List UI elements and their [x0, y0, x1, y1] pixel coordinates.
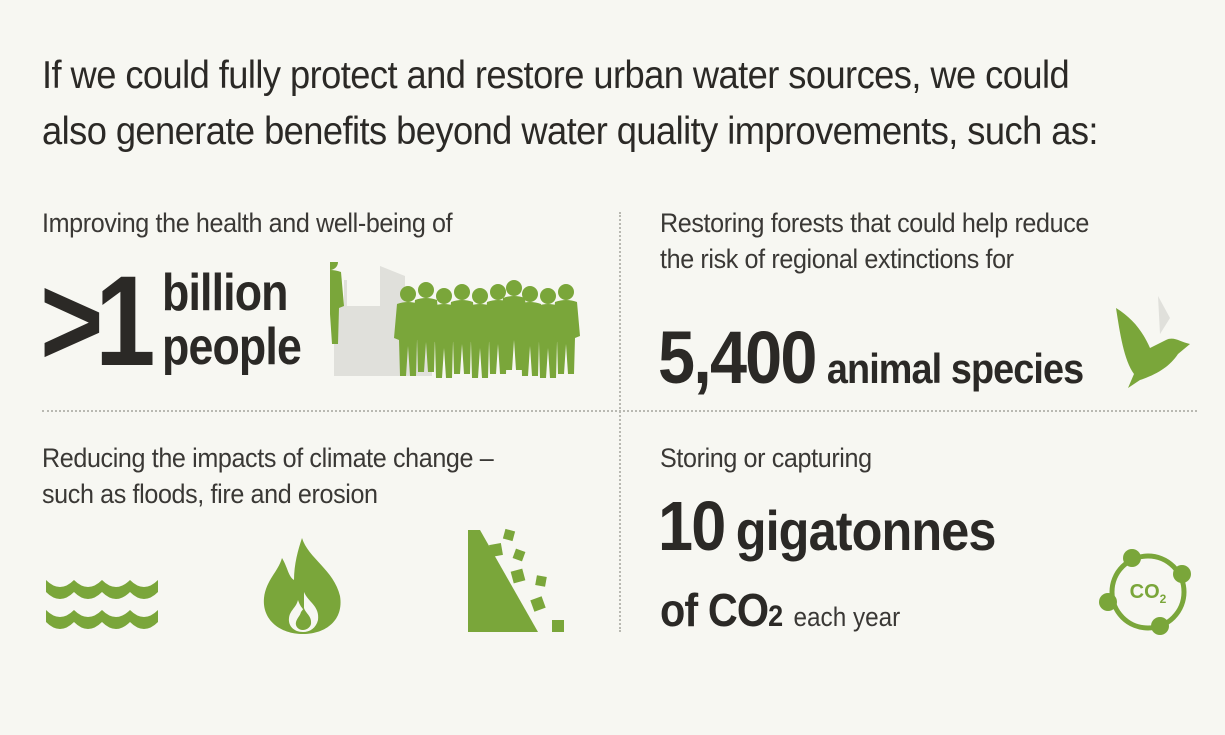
- headline-line-1: If we could fully protect and restore ur…: [42, 54, 1070, 97]
- carbon-unit: gigatonnes: [735, 499, 997, 562]
- headline: If we could fully protect and restore ur…: [42, 48, 1121, 160]
- co2-icon-label-main: CO: [1130, 581, 1160, 603]
- health-unit: billion people: [162, 264, 302, 376]
- health-lead: Improving the health and well-being of: [42, 208, 453, 238]
- flood-waves-icon: [46, 580, 158, 629]
- co2-cycle-icon: CO2: [1099, 549, 1191, 635]
- forests-lead: Restoring forests that could help reduce…: [660, 205, 1089, 277]
- erosion-landslide-icon: [468, 528, 564, 632]
- health-number: >1: [40, 250, 156, 393]
- bird-icon: [1116, 296, 1190, 388]
- health-unit-line-1: billion: [162, 264, 288, 322]
- forests-lead-line-1: Restoring forests that could help reduce: [660, 208, 1089, 238]
- carbon-figure: 10 gigatonnes: [658, 486, 996, 571]
- fire-icon: [263, 538, 341, 634]
- carbon-co2-prefix: of CO: [660, 584, 769, 636]
- forests-lead-line-2: the risk of regional extinctions for: [660, 244, 1014, 274]
- vertical-divider: [619, 212, 621, 632]
- forests-number: 5,400: [658, 316, 817, 399]
- forests-unit: animal species: [826, 345, 1084, 392]
- carbon-co2-line: of CO2 each year: [660, 580, 900, 647]
- co2-icon-label-sub: 2: [1160, 592, 1167, 606]
- carbon-number: 10: [658, 487, 726, 565]
- climate-lead-line-2: such as floods, fire and erosion: [42, 479, 378, 509]
- climate-lead: Reducing the impacts of climate change –…: [42, 440, 494, 512]
- carbon-lead: Storing or capturing: [660, 443, 872, 473]
- carbon-co2-sub: 2: [768, 600, 783, 633]
- headline-line-2: also generate benefits beyond water qual…: [42, 110, 1098, 153]
- forests-figure: 5,400 animal species: [658, 316, 1084, 409]
- climate-lead-line-1: Reducing the impacts of climate change –: [42, 443, 494, 473]
- carbon-tail: each year: [793, 602, 901, 632]
- health-unit-line-2: people: [162, 318, 302, 376]
- people-crowd-icon: [330, 262, 580, 378]
- co2-icon-label: CO2: [1130, 581, 1167, 606]
